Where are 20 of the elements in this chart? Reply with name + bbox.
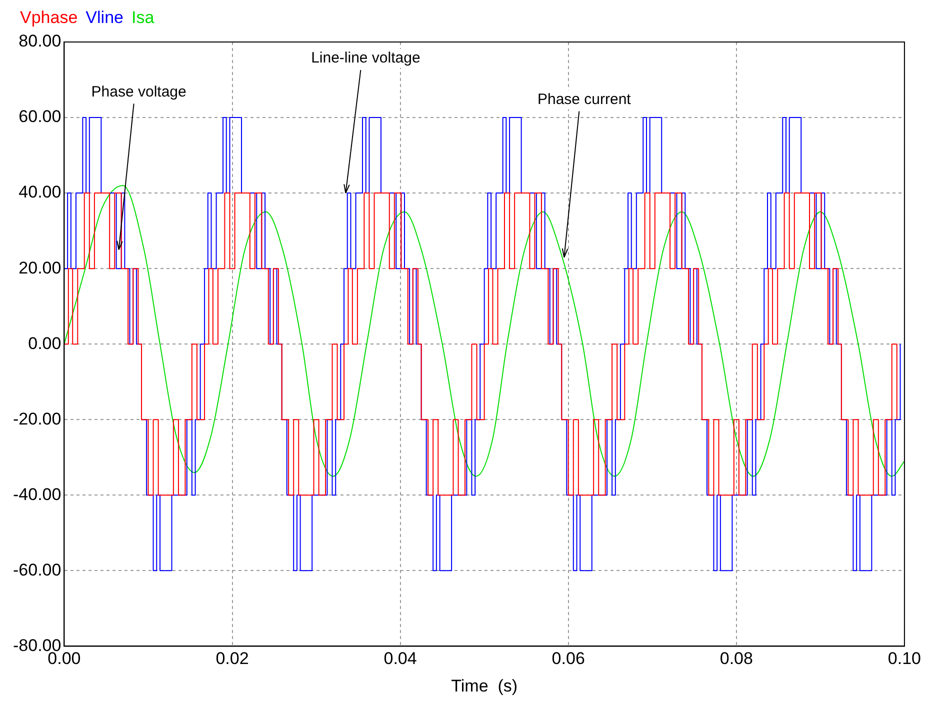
- x-tick-label: 0.08: [720, 649, 753, 668]
- y-tick-label: -20.00: [13, 409, 62, 428]
- x-tick-label: 0.02: [216, 649, 249, 668]
- y-tick-label: 60.00: [18, 107, 62, 126]
- y-tick-label: 20.00: [18, 258, 62, 278]
- y-tick-label: -60.00: [13, 560, 62, 580]
- x-tick-label: 0.10: [888, 649, 922, 668]
- text: Vline: [86, 8, 124, 27]
- x-tick-label: 0.06: [552, 649, 585, 668]
- y-tick-label: 80.00: [18, 32, 62, 51]
- text: Isa: [131, 8, 154, 27]
- y-tick-label: 40.00: [18, 182, 62, 202]
- text: Vphase: [20, 8, 78, 27]
- y-tick-label: -40.00: [13, 484, 62, 504]
- y-tick-label: 0.00: [28, 334, 62, 353]
- annotation: Phase current: [537, 90, 632, 108]
- annotation: Line-line voltage: [311, 50, 420, 67]
- x-axis-title: Time (s): [451, 676, 518, 696]
- annotation: Phase voltage: [91, 83, 186, 100]
- x-tick-label: 0.04: [384, 649, 417, 668]
